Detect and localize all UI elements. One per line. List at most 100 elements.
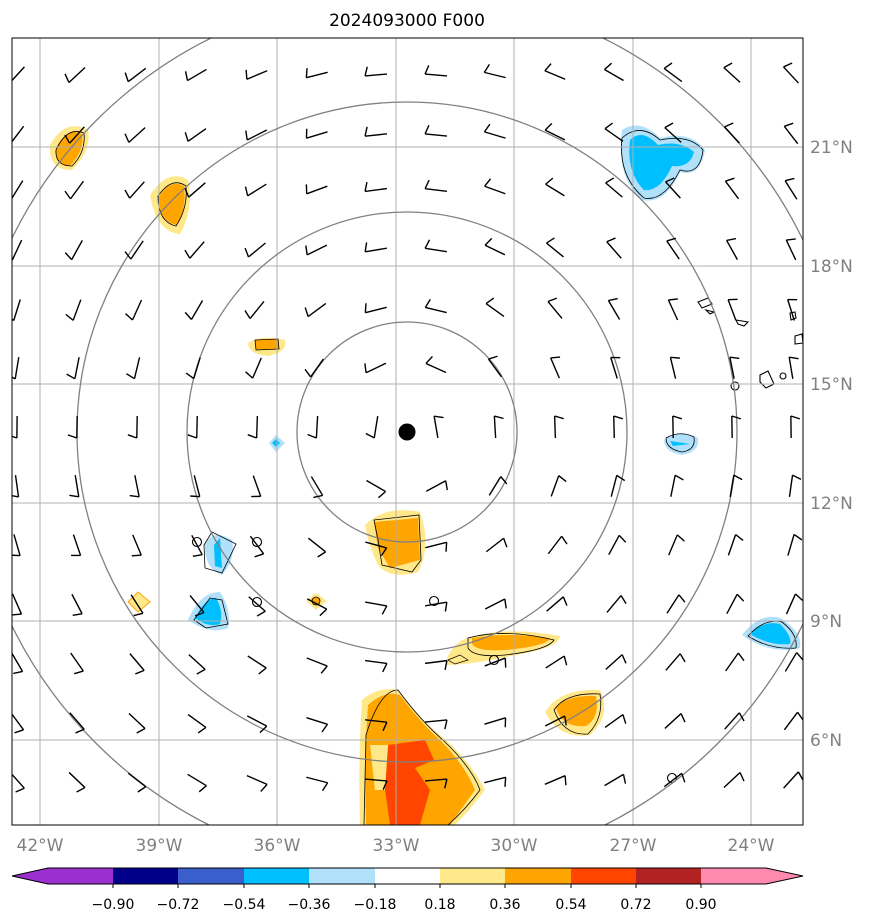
wind-barb bbox=[246, 775, 268, 792]
wind-barb bbox=[549, 356, 561, 379]
wind-barb bbox=[365, 659, 388, 673]
wind-barb bbox=[12, 180, 24, 200]
wind-barb bbox=[785, 593, 803, 615]
wind-barb bbox=[364, 303, 387, 314]
wind-barb bbox=[425, 601, 448, 612]
wind-barb bbox=[366, 479, 387, 499]
wind-barb bbox=[251, 475, 262, 498]
wind-barb bbox=[544, 63, 566, 80]
lat-label: 9°N bbox=[810, 612, 842, 632]
wind-barb bbox=[729, 356, 740, 379]
wind-barb bbox=[306, 598, 328, 617]
lat-lon-grid bbox=[12, 38, 803, 825]
wind-barb bbox=[613, 415, 624, 439]
wind-barb bbox=[190, 475, 201, 498]
colorbar-bin bbox=[375, 868, 440, 884]
wind-barb bbox=[306, 776, 329, 792]
wind-barb bbox=[424, 124, 448, 137]
wind-barb bbox=[246, 715, 268, 734]
wind-barb bbox=[665, 653, 686, 671]
colorbar-bin bbox=[571, 868, 636, 884]
wind-barb bbox=[782, 62, 800, 84]
lat-label: 6°N bbox=[810, 731, 842, 751]
wind-barb bbox=[606, 595, 627, 613]
wind-barb bbox=[485, 297, 505, 318]
colorbar-tick-label: −0.54 bbox=[223, 897, 266, 913]
colorbar-bin bbox=[505, 868, 571, 884]
wind-barb bbox=[665, 177, 681, 199]
wind-barb bbox=[425, 356, 447, 374]
wind-barb bbox=[184, 68, 207, 82]
wind-barb bbox=[604, 122, 624, 142]
wind-barb bbox=[245, 129, 268, 141]
wind-barb bbox=[610, 356, 621, 379]
wind-barb bbox=[544, 122, 566, 141]
wind-barb bbox=[364, 242, 387, 253]
wind-barb bbox=[484, 598, 507, 610]
wind-barb bbox=[724, 177, 740, 200]
wind-barb bbox=[424, 299, 447, 314]
wind-barb bbox=[247, 415, 259, 439]
wind-barb bbox=[12, 475, 20, 498]
lon-label: 24°W bbox=[728, 836, 775, 856]
wind-barb bbox=[244, 301, 265, 319]
map-area bbox=[12, 38, 803, 825]
colorbar-tick-label: 0.18 bbox=[424, 897, 455, 913]
wind-barb bbox=[790, 415, 801, 439]
wind-barb bbox=[305, 128, 328, 139]
wind-barb bbox=[305, 68, 328, 79]
wind-barb bbox=[248, 596, 266, 617]
wind-barb bbox=[310, 476, 324, 499]
longitude-labels: 42°W 39°W 36°W 33°W 30°W 27°W 24°W bbox=[17, 836, 775, 856]
wind-barb bbox=[71, 534, 82, 557]
wind-barb bbox=[124, 127, 146, 143]
wind-barb bbox=[64, 180, 85, 200]
wind-barb bbox=[484, 657, 507, 668]
storm-center-marker bbox=[398, 423, 416, 441]
wind-barb bbox=[424, 778, 448, 789]
wind-barb bbox=[68, 771, 86, 793]
coastline bbox=[191, 297, 803, 784]
wind-barb bbox=[726, 593, 745, 615]
colorbar-bin bbox=[178, 868, 244, 884]
wind-barb bbox=[247, 655, 267, 675]
wind-barb bbox=[424, 719, 448, 730]
wind-barb bbox=[666, 594, 686, 614]
wind-barb bbox=[727, 298, 738, 321]
wind-barb bbox=[785, 238, 797, 261]
wind-barb bbox=[364, 719, 388, 732]
colorbar-bin bbox=[701, 868, 766, 884]
wind-barb bbox=[189, 595, 205, 617]
wind-barb bbox=[670, 474, 684, 497]
colorbar-tick-label: −0.18 bbox=[354, 897, 397, 913]
wind-barb bbox=[484, 776, 507, 787]
wind-barb bbox=[365, 416, 379, 439]
wind-barb bbox=[724, 122, 740, 144]
wind-barb bbox=[607, 297, 621, 320]
wind-barb bbox=[249, 535, 265, 558]
wind-barb bbox=[723, 62, 741, 83]
wind-barb bbox=[484, 237, 506, 256]
wind-barb bbox=[547, 297, 563, 319]
wind-barb bbox=[184, 300, 204, 320]
colorbar-bin bbox=[309, 868, 375, 884]
wind-barb bbox=[70, 652, 84, 675]
wind-barb bbox=[663, 62, 683, 83]
wind-barb bbox=[71, 593, 83, 616]
wind-barb bbox=[306, 657, 328, 674]
colorbar-tick-label: −0.36 bbox=[288, 897, 331, 913]
wind-barb bbox=[604, 62, 624, 82]
wind-barb bbox=[187, 415, 198, 439]
wind-barb bbox=[668, 534, 685, 556]
map-title: 2024093000 F000 bbox=[329, 11, 485, 31]
wind-barb bbox=[124, 67, 147, 83]
wind-barb bbox=[364, 66, 388, 77]
wind-barb bbox=[307, 537, 327, 558]
wind-barbs bbox=[12, 62, 803, 793]
wind-barb bbox=[483, 63, 506, 79]
wind-barb bbox=[550, 475, 567, 497]
wind-barb bbox=[131, 534, 142, 557]
wind-barb bbox=[184, 182, 206, 198]
wind-barb bbox=[188, 654, 206, 675]
